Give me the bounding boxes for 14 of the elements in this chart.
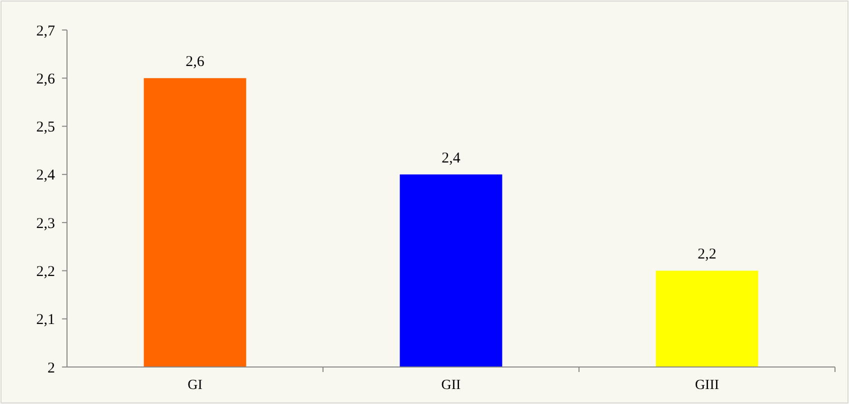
y-tick-label: 2,7 <box>36 23 56 40</box>
y-tick-label: 2,5 <box>36 120 55 136</box>
x-tick-label: GII <box>441 378 462 393</box>
y-tick-label: 2,4 <box>36 168 56 184</box>
x-tick-label: GI <box>188 378 203 393</box>
y-tick-label: 2,1 <box>36 312 55 328</box>
data-label: 2,4 <box>442 150 461 166</box>
y-tick-label: 2,2 <box>36 264 55 280</box>
y-tick-label: 2,3 <box>36 216 55 232</box>
data-label: 2,2 <box>698 246 716 263</box>
data-label: 2,6 <box>186 54 205 70</box>
y-tick-label: 2 <box>48 360 55 376</box>
y-tick-label: 2,6 <box>36 71 56 88</box>
x-tick-label: GIII <box>694 378 720 393</box>
